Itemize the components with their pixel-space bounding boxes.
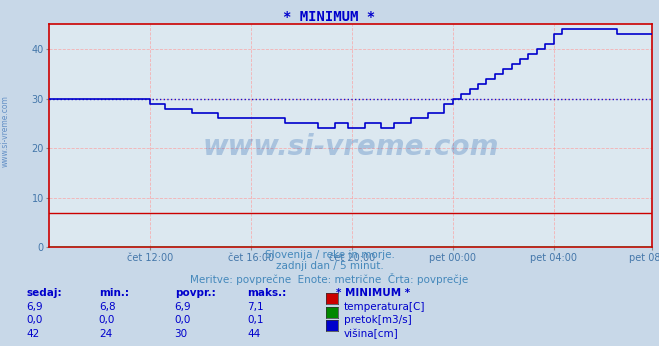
Text: 6,9: 6,9 <box>26 302 43 312</box>
Text: 42: 42 <box>26 329 40 339</box>
Text: temperatura[C]: temperatura[C] <box>344 302 426 312</box>
Text: zadnji dan / 5 minut.: zadnji dan / 5 minut. <box>275 261 384 271</box>
Text: povpr.:: povpr.: <box>175 288 215 298</box>
Text: 0,1: 0,1 <box>247 315 264 325</box>
Text: 7,1: 7,1 <box>247 302 264 312</box>
Text: * MINIMUM *: * MINIMUM * <box>336 288 410 298</box>
Text: sedaj:: sedaj: <box>26 288 62 298</box>
Text: pretok[m3/s]: pretok[m3/s] <box>344 315 412 325</box>
Text: 30: 30 <box>175 329 188 339</box>
Text: Meritve: povprečne  Enote: metrične  Črta: povprečje: Meritve: povprečne Enote: metrične Črta:… <box>190 273 469 285</box>
Text: višina[cm]: višina[cm] <box>344 329 399 339</box>
Text: www.si-vreme.com: www.si-vreme.com <box>1 95 10 167</box>
Text: www.si-vreme.com: www.si-vreme.com <box>203 133 499 161</box>
Text: 6,9: 6,9 <box>175 302 191 312</box>
Text: 0,0: 0,0 <box>99 315 115 325</box>
Text: 0,0: 0,0 <box>26 315 43 325</box>
Text: * MINIMUM *: * MINIMUM * <box>283 10 376 24</box>
Text: maks.:: maks.: <box>247 288 287 298</box>
Text: 44: 44 <box>247 329 260 339</box>
Text: 6,8: 6,8 <box>99 302 115 312</box>
Text: 24: 24 <box>99 329 112 339</box>
Text: Slovenija / reke in morje.: Slovenija / reke in morje. <box>264 250 395 260</box>
Text: min.:: min.: <box>99 288 129 298</box>
Text: 0,0: 0,0 <box>175 315 191 325</box>
